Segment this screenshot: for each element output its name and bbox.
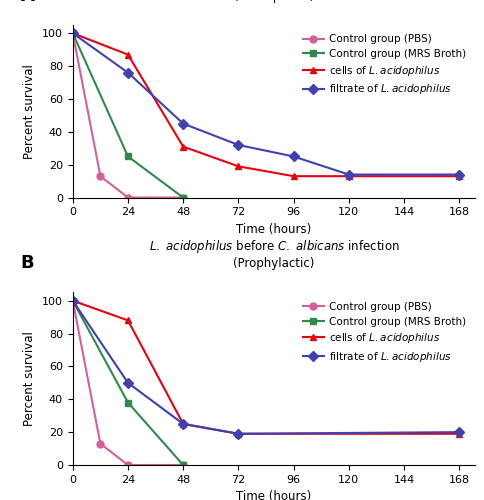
Text: A: A (20, 0, 34, 5)
Y-axis label: Percent survival: Percent survival (23, 64, 36, 158)
Legend: Control group (PBS), Control group (MRS Broth), cells of $\it{L. acidophilus}$, : Control group (PBS), Control group (MRS … (298, 30, 469, 100)
Title: $\it{L.\ acidophilus}$ after $\it{C.\ albicans}$ infection
(Therapeutic): $\it{L.\ acidophilus}$ after $\it{C.\ al… (153, 0, 393, 3)
X-axis label: Time (hours): Time (hours) (236, 223, 311, 236)
Legend: Control group (PBS), Control group (MRS Broth), cells of $\it{L. acidophilus}$, : Control group (PBS), Control group (MRS … (298, 298, 469, 368)
X-axis label: Time (hours): Time (hours) (236, 490, 311, 500)
Y-axis label: Percent survival: Percent survival (23, 332, 36, 426)
Text: B: B (20, 254, 34, 272)
Title: $\it{L.\ acidophilus}$ before $\it{C.\ albicans}$ infection
(Prophylactic): $\it{L.\ acidophilus}$ before $\it{C.\ a… (148, 238, 399, 270)
